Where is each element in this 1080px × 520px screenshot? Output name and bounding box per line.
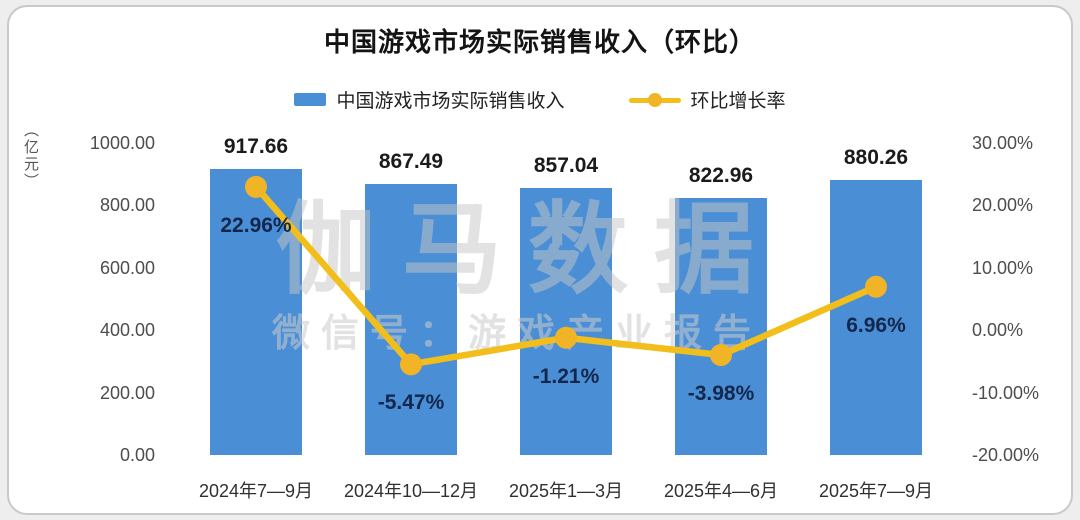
x-axis-category-label: 2025年4—6月 (663, 481, 779, 501)
left-axis-tick: 0.00 (119, 445, 155, 465)
right-axis-tick: 10.00% (972, 257, 1034, 278)
line-series-swatch-icon (628, 92, 681, 107)
growth-percent-label: -5.47% (377, 391, 445, 415)
bar-value-label: 822.96 (688, 164, 754, 188)
growth-percent-label: 6.96% (846, 313, 906, 337)
legend-label-growth: 环比增长率 (690, 91, 786, 112)
bar-series-swatch-icon (294, 93, 327, 106)
left-axis-tick: 600.00 (99, 257, 155, 278)
left-axis-tick: 400.00 (99, 320, 155, 341)
right-axis-tick: 30.00% (972, 133, 1034, 153)
left-axis-tick: 200.00 (99, 382, 155, 403)
x-axis-category-label: 2025年1—3月 (508, 481, 624, 501)
right-axis-tick: -10.00% (972, 382, 1040, 403)
left-axis-tick: 1000.00 (89, 133, 155, 153)
growth-percent-label: -3.98% (687, 382, 755, 406)
chart-title: 中国游戏市场实际销售收入（环比） (323, 27, 756, 57)
growth-percent-label: -1.21% (532, 364, 600, 388)
legend: 中国游戏市场实际销售收入 环比增长率 (0, 86, 1080, 113)
x-axis-category-label: 2024年7—9月 (198, 481, 314, 501)
bar-value-label: 917.66 (223, 134, 289, 158)
legend-item-revenue: 中国游戏市场实际销售收入 (294, 86, 565, 113)
growth-point-marker (555, 326, 577, 349)
right-axis-tick: -20.00% (972, 445, 1040, 465)
left-axis-tick: 800.00 (99, 195, 155, 216)
right-axis-tick: 0.00% (972, 320, 1024, 341)
legend-item-growth: 环比增长率 (628, 86, 786, 113)
growth-point-marker (710, 344, 732, 367)
bar-value-label: 857.04 (533, 153, 599, 177)
right-axis-tick: 20.00% (972, 195, 1034, 216)
growth-point-marker (865, 275, 887, 298)
bar-value-label: 880.26 (843, 146, 909, 170)
bar-value-label: 867.49 (378, 150, 444, 174)
x-axis-category-label: 2025年7—9月 (818, 481, 934, 501)
line-swatch-dot (647, 92, 662, 107)
growth-line (252, 183, 880, 368)
growth-point-marker (245, 175, 267, 198)
growth-percent-label: 22.96% (220, 213, 292, 237)
left-axis-unit-label: （亿元） (22, 122, 39, 190)
growth-point-marker (400, 353, 422, 376)
x-axis-category-label: 2024年10—12月 (343, 481, 479, 501)
legend-label-revenue: 中国游戏市场实际销售收入 (336, 91, 565, 112)
